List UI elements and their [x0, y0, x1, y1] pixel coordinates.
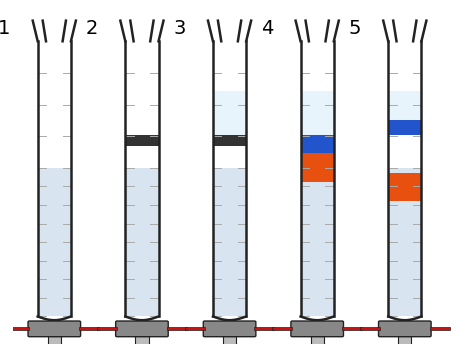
Bar: [301, 91, 334, 135]
Bar: [125, 135, 158, 146]
Bar: [213, 168, 246, 316]
Bar: [48, 336, 61, 344]
Bar: [310, 336, 324, 344]
Bar: [213, 91, 246, 135]
Bar: [430, 327, 450, 331]
Text: 5: 5: [349, 19, 361, 38]
Bar: [167, 327, 187, 331]
Bar: [388, 168, 421, 316]
Bar: [273, 327, 292, 331]
Bar: [388, 173, 421, 201]
Bar: [135, 336, 148, 344]
FancyBboxPatch shape: [203, 321, 256, 337]
Bar: [185, 327, 205, 331]
Bar: [97, 327, 117, 331]
Text: 4: 4: [261, 19, 273, 38]
Text: 3: 3: [173, 19, 186, 38]
FancyBboxPatch shape: [291, 321, 344, 337]
Bar: [9, 327, 29, 331]
Bar: [213, 135, 246, 146]
Bar: [38, 168, 71, 316]
Bar: [255, 327, 274, 331]
Bar: [342, 327, 362, 331]
FancyBboxPatch shape: [116, 321, 168, 337]
Bar: [301, 135, 334, 153]
Bar: [79, 327, 99, 331]
Text: 1: 1: [0, 19, 11, 38]
Bar: [398, 336, 411, 344]
FancyBboxPatch shape: [28, 321, 81, 337]
Bar: [301, 168, 334, 316]
Bar: [301, 153, 334, 182]
Text: 2: 2: [86, 19, 98, 38]
FancyBboxPatch shape: [379, 321, 431, 337]
Bar: [388, 91, 421, 135]
Bar: [360, 327, 380, 331]
Bar: [223, 336, 236, 344]
Bar: [125, 168, 158, 316]
Bar: [388, 120, 421, 135]
